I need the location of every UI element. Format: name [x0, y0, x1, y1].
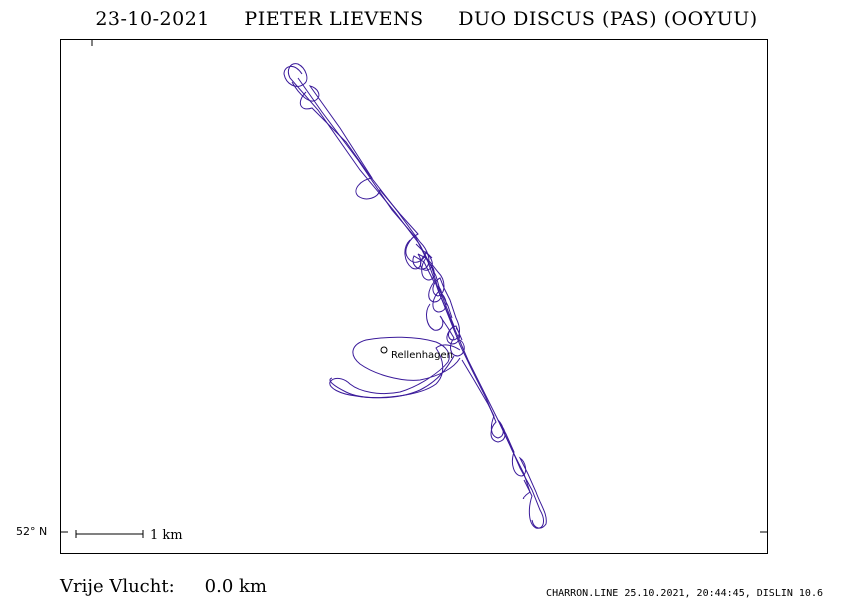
scale-bar [75, 530, 144, 538]
track-segment [291, 81, 433, 263]
flight-track [283, 63, 547, 529]
page-title: 23-10-2021 PIETER LIEVENS DUO DISCUS (PA… [0, 8, 853, 30]
track-segment [283, 63, 544, 529]
track-segment [299, 91, 460, 345]
track-segment [415, 243, 463, 341]
pilot-name: PIETER LIEVENS [244, 8, 424, 30]
task-label: Vrije Vlucht: [60, 576, 175, 597]
frame-ticks [60, 39, 768, 533]
map-frame [60, 39, 768, 554]
track-segment [461, 359, 547, 529]
place-label: Rellenhagen [391, 350, 453, 361]
task-summary: Vrije Vlucht: 0.0 km [60, 576, 267, 597]
latitude-label: 52° N [16, 525, 48, 538]
place-marker-icon [380, 346, 388, 354]
scale-label: 1 km [150, 528, 183, 543]
flight-date: 23-10-2021 [95, 8, 210, 30]
track-segment [297, 77, 531, 499]
track-segment [329, 336, 461, 398]
track-segment [329, 355, 455, 399]
software-info: CHARRON.LINE 25.10.2021, 20:44:45, DISLI… [546, 588, 823, 599]
task-distance: 0.0 km [204, 576, 267, 597]
track-segment [404, 239, 453, 319]
glider-name: DUO DISCUS (PAS) (OOYUU) [458, 8, 758, 30]
track-segment [426, 303, 465, 357]
